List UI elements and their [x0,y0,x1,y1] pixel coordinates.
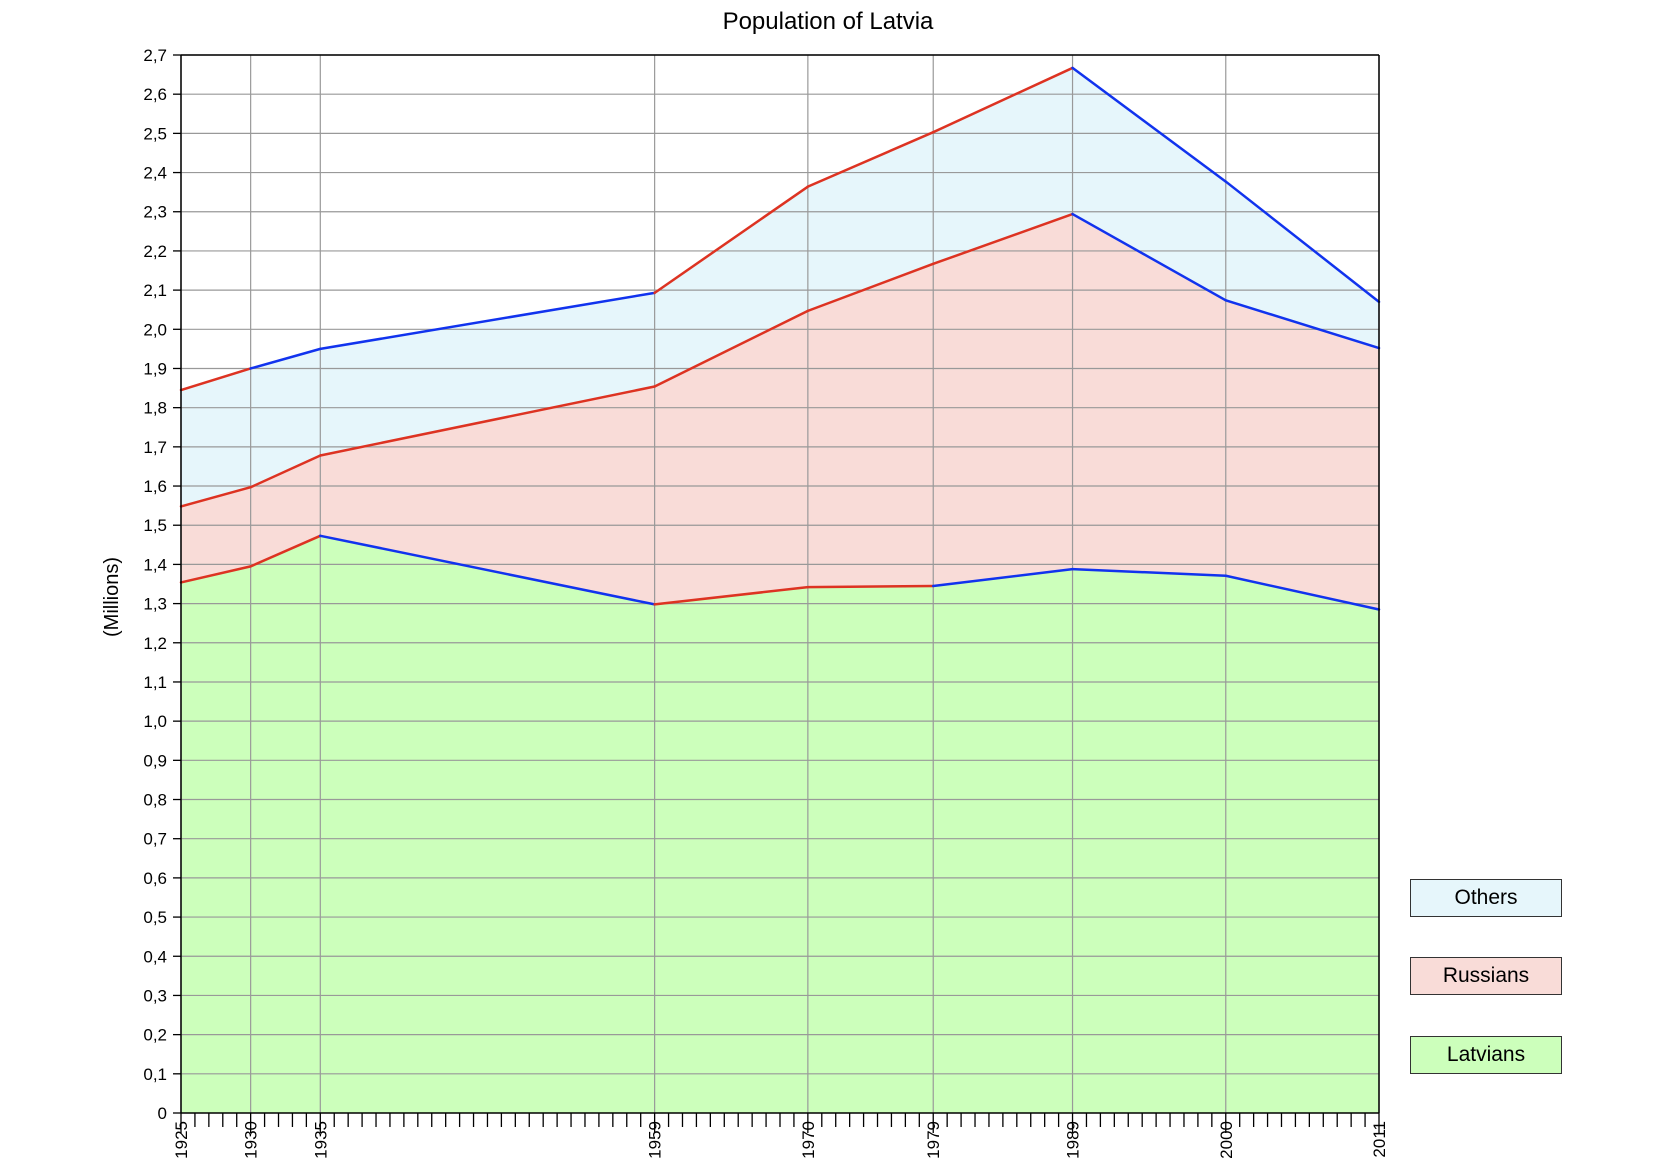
y-tick-labels: 0 0,1 0,2 0,3 0,4 0,5 0,6 0,7 0,8 0,9 1,0 1,1 1,2 1,3… [143,46,181,1123]
y-tick-label: 0,8 [143,791,167,810]
x-tick-label: 2011 [1370,1121,1389,1158]
legend-label-latvians: Latvians [1446,1043,1526,1066]
legend-item-others: Others [1410,879,1562,917]
y-tick-label: 0,7 [143,830,167,849]
series-line-latvians [179,565,252,584]
y-tick-label: 1,1 [143,673,167,692]
series-line-russians [653,309,810,388]
series-line-latvians [1224,574,1381,611]
y-tick-label: 1,3 [143,595,167,614]
area-latvians [181,535,1379,1113]
y-tick-label: 2,4 [143,164,167,183]
series-line-russians [931,212,1074,266]
series-line-others [931,66,1074,134]
series-line-latvians [653,585,810,606]
x-tick-label: 1959 [646,1121,665,1159]
x-tick-labels: 1925 1930 1935 1959 1970 1979 1989 2000 2011 [172,1113,1389,1159]
y-tick-label: 1,9 [143,359,167,378]
x-tick-label: 1935 [311,1121,330,1159]
y-tick-label: 1,5 [143,516,167,535]
series-line-others [319,291,656,351]
y-tick-label: 2,6 [143,85,167,104]
legend-item-latvians: Latvians [1410,1036,1562,1074]
y-tick-label: 0,1 [143,1065,167,1084]
y-tick-label: 2,5 [143,124,167,143]
grid-lines [180,54,1380,1113]
y-tick-label: 0,4 [143,947,167,966]
x-tick-label: 2000 [1217,1121,1236,1159]
y-tick-label: 2,3 [143,203,167,222]
series-line-latvians [806,584,935,589]
legend-label-others: Others [1454,886,1518,909]
series-line-others [179,367,252,392]
series-line-russians [249,454,322,489]
legend-item-russians: Russians [1410,957,1562,995]
chart-title: Population of Latvia [722,8,934,35]
area-fills [181,67,1379,1113]
y-tick-label: 2,1 [143,281,167,300]
y-tick-label: 1,0 [143,712,167,731]
y-tick-label: 0 [158,1104,167,1123]
series-line-russians [179,485,252,508]
y-tick-label: 0,3 [143,986,167,1005]
y-tick-label: 2,2 [143,242,167,261]
x-tick-label: 1970 [799,1121,818,1159]
y-tick-label: 0,2 [143,1026,167,1045]
y-tick-label: 1,2 [143,634,167,653]
series-line-latvians [249,534,322,568]
series-line-russians [319,385,656,457]
legend-label-russians: Russians [1442,964,1530,987]
x-tick-label: 1930 [242,1121,261,1159]
series-line-others [806,130,935,188]
y-tick-label: 1,6 [143,477,167,496]
x-tick-label: 1925 [172,1121,191,1159]
y-tick-label: 0,6 [143,869,167,888]
series-line-others [653,185,810,295]
series-line-latvians [931,567,1074,588]
series-line-latvians [319,534,656,606]
area-others [181,67,1379,507]
series-line-others [249,347,322,370]
series-line-russians [1224,299,1381,350]
area-russians [181,214,1379,610]
series-line-others [1224,180,1381,304]
series-line-others [1071,66,1228,183]
y-tick-label: 1,8 [143,399,167,418]
y-tick-label: 0,5 [143,908,167,927]
series-lines [179,66,1381,611]
x-tick-label: 1989 [1064,1121,1083,1159]
y-axis-label: (Millions) [101,557,123,637]
series-line-russians [806,262,935,313]
y-tick-label: 0,9 [143,751,167,770]
y-tick-label: 2,7 [143,46,167,65]
x-tick-label: 1979 [924,1121,943,1159]
y-tick-label: 2,0 [143,320,167,339]
series-line-latvians [1071,567,1228,578]
y-tick-label: 1,4 [143,555,167,574]
series-line-russians [1071,212,1228,302]
y-tick-label: 1,7 [143,438,167,457]
